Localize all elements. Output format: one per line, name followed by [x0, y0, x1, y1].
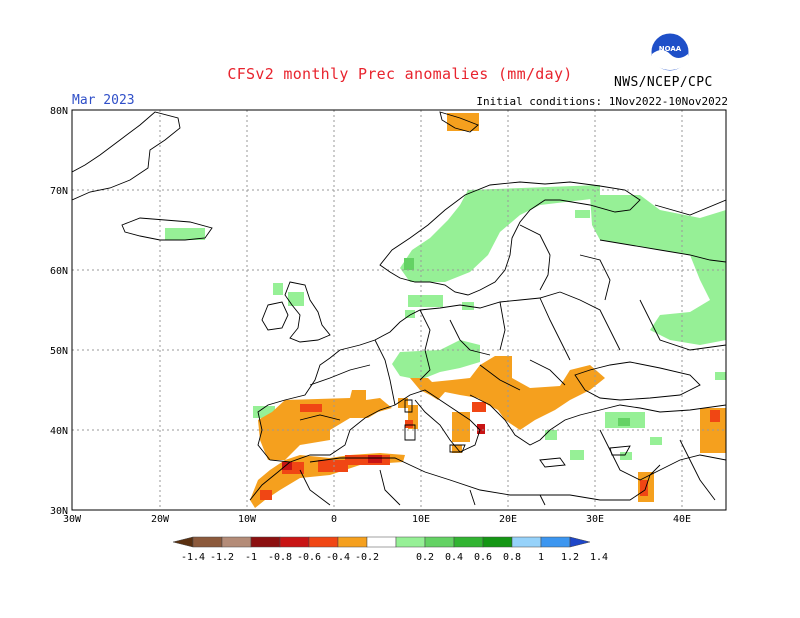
lat-label: 40N	[50, 426, 68, 437]
lon-label: 30W	[63, 514, 82, 525]
coastlines	[72, 111, 726, 506]
colorbar-arrow-right	[569, 536, 591, 548]
colorbar-swatch	[482, 536, 513, 548]
colorbar-label: -0.8	[268, 552, 292, 563]
colorbar-swatch	[366, 536, 397, 548]
lat-label: 70N	[50, 186, 68, 197]
lon-label: 0	[331, 514, 337, 525]
lat-label: 50N	[50, 346, 68, 357]
lon-label: 10E	[412, 514, 430, 525]
longitude-labels: 30W 20W 10W 0 10E 20E 30E 40E	[63, 514, 691, 525]
lon-label: 40E	[673, 514, 691, 525]
colorbar-swatch	[395, 536, 426, 548]
lat-label: 80N	[50, 106, 68, 117]
colorbar-label: -0.2	[355, 552, 379, 563]
colorbar-label: 1	[538, 552, 544, 563]
colorbar-label: -0.6	[297, 552, 321, 563]
latitude-labels: 80N 70N 60N 50N 40N 30N	[50, 106, 68, 517]
colorbar-swatch	[192, 536, 223, 548]
colorbar-label: -1	[245, 552, 257, 563]
agency-label: NWS/NCEP/CPC	[614, 75, 713, 90]
colorbar-label: 0.8	[503, 552, 521, 563]
colorbar-swatch	[221, 536, 252, 548]
colorbar-swatch	[250, 536, 281, 548]
lon-label: 10W	[238, 514, 257, 525]
colorbar-label: 1.2	[561, 552, 579, 563]
colorbar-label: 0.6	[474, 552, 492, 563]
initial-conditions: Initial conditions: 1Nov2022-10Nov2022	[476, 95, 728, 108]
colorbar-swatch	[540, 536, 571, 548]
valid-month: Mar 2023	[72, 93, 135, 108]
anomaly-shading	[165, 113, 726, 508]
lon-label: 20E	[499, 514, 517, 525]
colorbar-swatch	[337, 536, 368, 548]
noaa-logo: NOAA	[650, 32, 690, 72]
colorbar-label: 0.4	[445, 552, 463, 563]
logo-text: NOAA	[659, 45, 682, 53]
colorbar-swatch	[453, 536, 484, 548]
graticule	[72, 110, 726, 510]
lat-label: 60N	[50, 266, 68, 277]
map-title: CFSv2 monthly Prec anomalies (mm/day)	[227, 65, 573, 83]
map-frame	[71, 109, 727, 511]
colorbar-swatch	[424, 536, 455, 548]
colorbar-label: 0.2	[416, 552, 434, 563]
lon-label: 30E	[586, 514, 604, 525]
colorbar-label: 1.4	[590, 552, 608, 563]
colorbar-swatch	[308, 536, 339, 548]
colorbar-arrow-left	[172, 536, 194, 548]
colorbar-swatch	[511, 536, 542, 548]
colorbar-label: -1.2	[210, 552, 234, 563]
colorbar-swatch	[279, 536, 310, 548]
colorbar-label: -0.4	[326, 552, 350, 563]
lat-label: 30N	[50, 506, 68, 517]
colorbar-label: -1.4	[181, 552, 205, 563]
lon-label: 20W	[151, 514, 170, 525]
